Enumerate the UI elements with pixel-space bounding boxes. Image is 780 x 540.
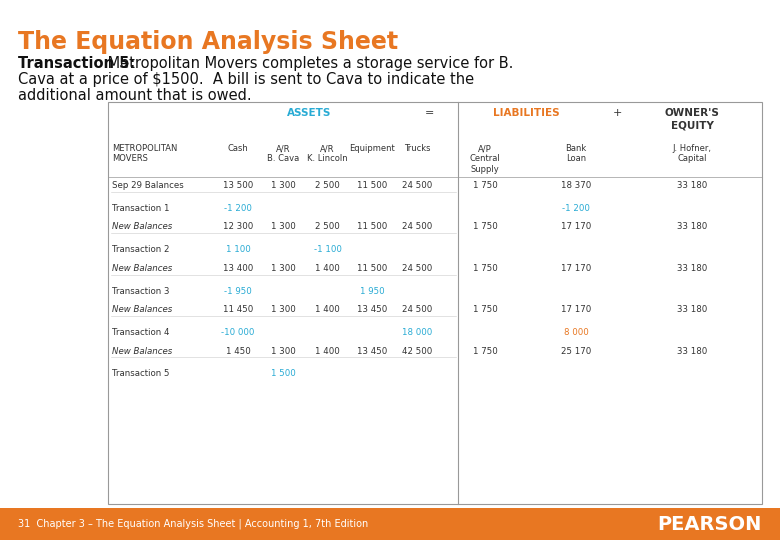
Text: 13 400: 13 400: [223, 264, 254, 273]
Text: -1 200: -1 200: [562, 204, 590, 213]
Text: The Equation Analysis Sheet: The Equation Analysis Sheet: [18, 30, 398, 54]
Text: Cash: Cash: [228, 144, 248, 153]
Text: ASSETS: ASSETS: [287, 108, 332, 118]
Text: 17 170: 17 170: [561, 305, 591, 314]
Text: 1 450: 1 450: [225, 347, 250, 356]
Text: 11 450: 11 450: [223, 305, 254, 314]
Text: 1 500: 1 500: [271, 369, 296, 379]
Text: 12 300: 12 300: [223, 222, 254, 232]
Text: A/R
K. Lincoln: A/R K. Lincoln: [307, 144, 348, 164]
Text: PEARSON: PEARSON: [658, 515, 762, 534]
Text: Cava at a price of $1500.  A bill is sent to Cava to indicate the: Cava at a price of $1500. A bill is sent…: [18, 72, 474, 87]
Text: 1 300: 1 300: [271, 222, 296, 232]
Text: 1 300: 1 300: [271, 305, 296, 314]
Text: LIABILITIES: LIABILITIES: [493, 108, 559, 118]
Text: 13 500: 13 500: [223, 181, 254, 190]
Text: 1 300: 1 300: [271, 264, 296, 273]
Text: 1 750: 1 750: [473, 305, 498, 314]
Bar: [0, 508, 780, 540]
Text: Transaction 4: Transaction 4: [112, 328, 169, 337]
Text: 24 500: 24 500: [402, 181, 433, 190]
Text: additional amount that is owed.: additional amount that is owed.: [18, 88, 252, 103]
Text: -1 100: -1 100: [314, 245, 342, 254]
Text: -1 200: -1 200: [224, 204, 252, 213]
Text: 1 400: 1 400: [315, 347, 340, 356]
Text: 33 180: 33 180: [677, 222, 707, 232]
Text: 1 300: 1 300: [271, 347, 296, 356]
Text: 18 000: 18 000: [402, 328, 433, 337]
Text: 1 400: 1 400: [315, 305, 340, 314]
Text: 24 500: 24 500: [402, 222, 433, 232]
Text: Equipment: Equipment: [349, 144, 395, 153]
Text: 18 370: 18 370: [561, 181, 591, 190]
Text: Trucks: Trucks: [404, 144, 431, 153]
Text: METROPOLITAN
MOVERS: METROPOLITAN MOVERS: [112, 144, 177, 164]
Text: A/P
Central
Supply: A/P Central Supply: [470, 144, 501, 174]
Text: 8 000: 8 000: [564, 328, 588, 337]
Text: 33 180: 33 180: [677, 181, 707, 190]
Text: 2 500: 2 500: [315, 181, 340, 190]
Text: 24 500: 24 500: [402, 264, 433, 273]
Text: 24 500: 24 500: [402, 305, 433, 314]
Text: 1 750: 1 750: [473, 222, 498, 232]
Text: Bank
Loan: Bank Loan: [566, 144, 587, 164]
Text: 1 750: 1 750: [473, 181, 498, 190]
Text: 33 180: 33 180: [677, 347, 707, 356]
Text: 25 170: 25 170: [561, 347, 591, 356]
Text: 17 170: 17 170: [561, 264, 591, 273]
Bar: [108, 102, 762, 504]
Text: New Balances: New Balances: [112, 222, 172, 232]
Text: -10 000: -10 000: [222, 328, 255, 337]
Text: New Balances: New Balances: [112, 264, 172, 273]
Text: Transaction 3: Transaction 3: [112, 287, 169, 295]
Text: 11 500: 11 500: [357, 181, 388, 190]
Text: 33 180: 33 180: [677, 305, 707, 314]
Text: -1 950: -1 950: [224, 287, 252, 295]
Text: 1 300: 1 300: [271, 181, 296, 190]
Text: 11 500: 11 500: [357, 222, 388, 232]
Text: Transaction 1: Transaction 1: [112, 204, 169, 213]
Text: 1 400: 1 400: [315, 264, 340, 273]
Text: Transaction 5:: Transaction 5:: [18, 56, 135, 71]
Text: 11 500: 11 500: [357, 264, 388, 273]
Text: A/R
B. Cava: A/R B. Cava: [267, 144, 299, 164]
Text: Metropolitan Movers completes a storage service for B.: Metropolitan Movers completes a storage …: [103, 56, 513, 71]
Text: OWNER'S
EQUITY: OWNER'S EQUITY: [665, 108, 719, 130]
Text: 13 450: 13 450: [357, 305, 388, 314]
Text: 1 950: 1 950: [360, 287, 385, 295]
Text: Sep 29 Balances: Sep 29 Balances: [112, 181, 184, 190]
Text: Transaction 2: Transaction 2: [112, 245, 169, 254]
Text: 1 750: 1 750: [473, 347, 498, 356]
Text: 33 180: 33 180: [677, 264, 707, 273]
Text: 1 100: 1 100: [225, 245, 250, 254]
Text: Transaction 5: Transaction 5: [112, 369, 169, 379]
Text: =: =: [425, 108, 434, 118]
Text: New Balances: New Balances: [112, 305, 172, 314]
Text: 1 750: 1 750: [473, 264, 498, 273]
Text: +: +: [612, 108, 622, 118]
Text: 42 500: 42 500: [402, 347, 433, 356]
Text: J. Hofner,
Capital: J. Hofner, Capital: [672, 144, 711, 164]
Text: 31  Chapter 3 – The Equation Analysis Sheet | Accounting 1, 7th Edition: 31 Chapter 3 – The Equation Analysis She…: [18, 519, 368, 529]
Text: 2 500: 2 500: [315, 222, 340, 232]
Text: New Balances: New Balances: [112, 347, 172, 356]
Text: 13 450: 13 450: [357, 347, 388, 356]
Text: 17 170: 17 170: [561, 222, 591, 232]
